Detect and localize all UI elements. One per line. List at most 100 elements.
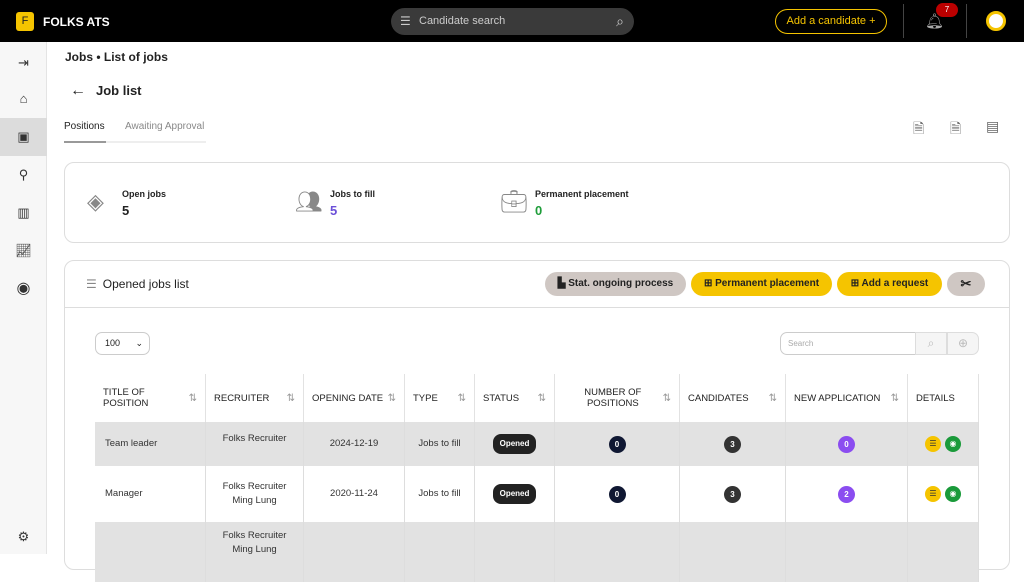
stat-ongoing-process-button[interactable]: ▙ Stat. ongoing process [545,272,686,296]
filter-icon[interactable]: ☰ [400,14,411,28]
button-label: Stat. ongoing process [568,278,674,289]
table-search-input[interactable]: Search [780,332,916,355]
cell-title: Manager [95,466,206,522]
status-badge: Opened [492,484,537,504]
table-row[interactable]: Team leader Folks Recruiter 2024-12-19 Jobs… [95,422,979,466]
gear-icon[interactable]: ⚙ [17,529,30,544]
sort-icon[interactable]: ⇅ [387,392,396,404]
recruiter-name: Ming Lung [232,495,277,506]
list-details-icon[interactable]: ☰ [925,436,941,452]
column-header[interactable]: OPENING DATE ⇅ [304,374,405,422]
positions-count: 0 [608,435,626,453]
opening-date: 2024-12-19 [329,438,379,449]
cell-type: Jobs to fill [405,422,475,466]
cell-details [908,522,979,582]
new-application-count: 0 [838,435,855,453]
sort-icon[interactable]: ⇅ [286,392,295,404]
job-type: Jobs to fill [418,488,461,499]
recruiter-name: Ming Lung [232,544,277,555]
add-candidate-label: Add a candidate [786,15,867,27]
column-label: NUMBER OF POSITIONS [584,387,642,409]
column-label: TITLE OF POSITION [103,387,149,409]
search-icon[interactable]: ⌕ [915,332,947,355]
cell-positions: 0 [555,466,680,522]
export-excel-icon[interactable]: 🗎︎ [950,120,962,136]
tab-awaiting-approval[interactable]: Awaiting Approval [125,121,205,132]
sort-icon[interactable]: ⇅ [890,392,899,404]
stat-label: Open jobs [122,189,167,199]
stat-value: 0 [535,203,543,218]
permanent-placement-button[interactable]: ⊞ Permanent placement [691,272,832,296]
report-icon[interactable]: ▤ [986,118,1000,134]
recruiter-name: Folks Recruiter [222,433,287,444]
page-title-text: Job list [96,83,142,98]
jobs-briefcase-icon[interactable]: ▣ [0,118,47,156]
list-title: ☰ Opened jobs list [86,277,189,291]
table-row[interactable]: Manager Folks Recruiter Ming Lung 2020-11-2… [95,466,979,522]
positions-count: 0 [608,485,626,503]
search-icon[interactable]: ⌕ [616,13,624,29]
back-arrow-icon[interactable]: ← [70,82,86,99]
zoom-in-icon[interactable]: ⊕ [947,332,979,355]
cell-recruiter: Folks Recruiter Ming Lung [206,522,304,582]
job-title[interactable]: Team leader [105,438,158,449]
column-header[interactable]: TYPE ⇅ [405,374,475,422]
menu-toggle-icon[interactable]: ⇥ [18,55,29,70]
sort-icon[interactable]: ⇅ [457,392,466,404]
tools-button[interactable]: ✂ [947,272,985,296]
tab-positions[interactable]: Positions [64,121,105,132]
user-icon[interactable]: ⚲ [18,167,29,182]
sort-icon[interactable]: ⇅ [537,392,546,404]
stat-value: 5 [330,203,338,218]
sort-icon[interactable]: ⇅ [188,392,197,404]
column-header[interactable]: NEW APPLICATION ⇅ [786,374,908,422]
list-details-icon[interactable]: ☰ [925,486,941,502]
new-application-count: 2 [838,485,855,503]
page-size-select[interactable]: 100 ⌄ [95,332,150,355]
chart-icon[interactable]: 📈︎ [15,243,32,258]
sort-icon[interactable]: ⇅ [662,392,671,404]
cell-status [475,522,555,582]
sort-icon[interactable]: ⇅ [768,392,777,404]
people-icon: 👥︎ [295,189,323,214]
cell-date: 2020-11-24 [304,466,405,522]
cell-date [304,522,405,582]
column-header[interactable]: NUMBER OF POSITIONS ⇅ [555,374,680,422]
recruiter-name: Folks Recruiter [222,481,287,492]
eye-icon[interactable]: ◉ [945,486,961,502]
avatar[interactable] [986,11,1006,31]
cell-new-application: 0 [786,422,908,466]
briefcase-icon: 💼︎ [500,189,528,214]
column-header[interactable]: CANDIDATES ⇅ [680,374,786,422]
column-header[interactable]: RECRUITER ⇅ [206,374,304,422]
home-icon[interactable]: ⌂ [19,91,28,106]
cell-details: ☰ ◉ [908,466,979,522]
bell-icon[interactable]: 🔔︎ [925,13,945,30]
eye-icon[interactable]: ◉ [945,436,961,452]
add-request-button[interactable]: ⊞ Add a request [837,272,942,296]
logo: F [16,12,34,31]
page-size-value: 100 [105,338,121,348]
column-header[interactable]: DETAILS [908,374,979,422]
list-title-text: Opened jobs list [102,277,189,291]
divider [966,4,967,38]
column-label: OPENING DATE [312,392,384,404]
column-header[interactable]: TITLE OF POSITION ⇅ [95,374,206,422]
cell-new-application: 2 [786,466,908,522]
job-title[interactable]: Manager [105,488,143,499]
folks-icon[interactable]: ◉ [16,280,31,297]
candidate-search[interactable]: ☰ Candidate search ⌕ [391,8,634,35]
export-pdf-icon[interactable]: 🗎︎ [913,120,925,136]
add-candidate-button[interactable]: Add a candidate + [775,9,887,34]
cell-candidates [680,522,786,582]
sidebar: ⇥ ⌂ ▣ ⚲ ▥ 📈︎ ◉ ⚙ [0,42,47,554]
cell-status: Opened [475,466,555,522]
layers-icon: ◈ [87,189,104,214]
building-icon[interactable]: ▥ [17,205,30,220]
cell-date: 2024-12-19 [304,422,405,466]
cell-candidates: 3 [680,466,786,522]
table-row[interactable]: Folks Recruiter Ming Lung [95,522,979,582]
notification-badge: 7 [936,3,958,17]
cell-status: Opened [475,422,555,466]
column-header[interactable]: STATUS ⇅ [475,374,555,422]
